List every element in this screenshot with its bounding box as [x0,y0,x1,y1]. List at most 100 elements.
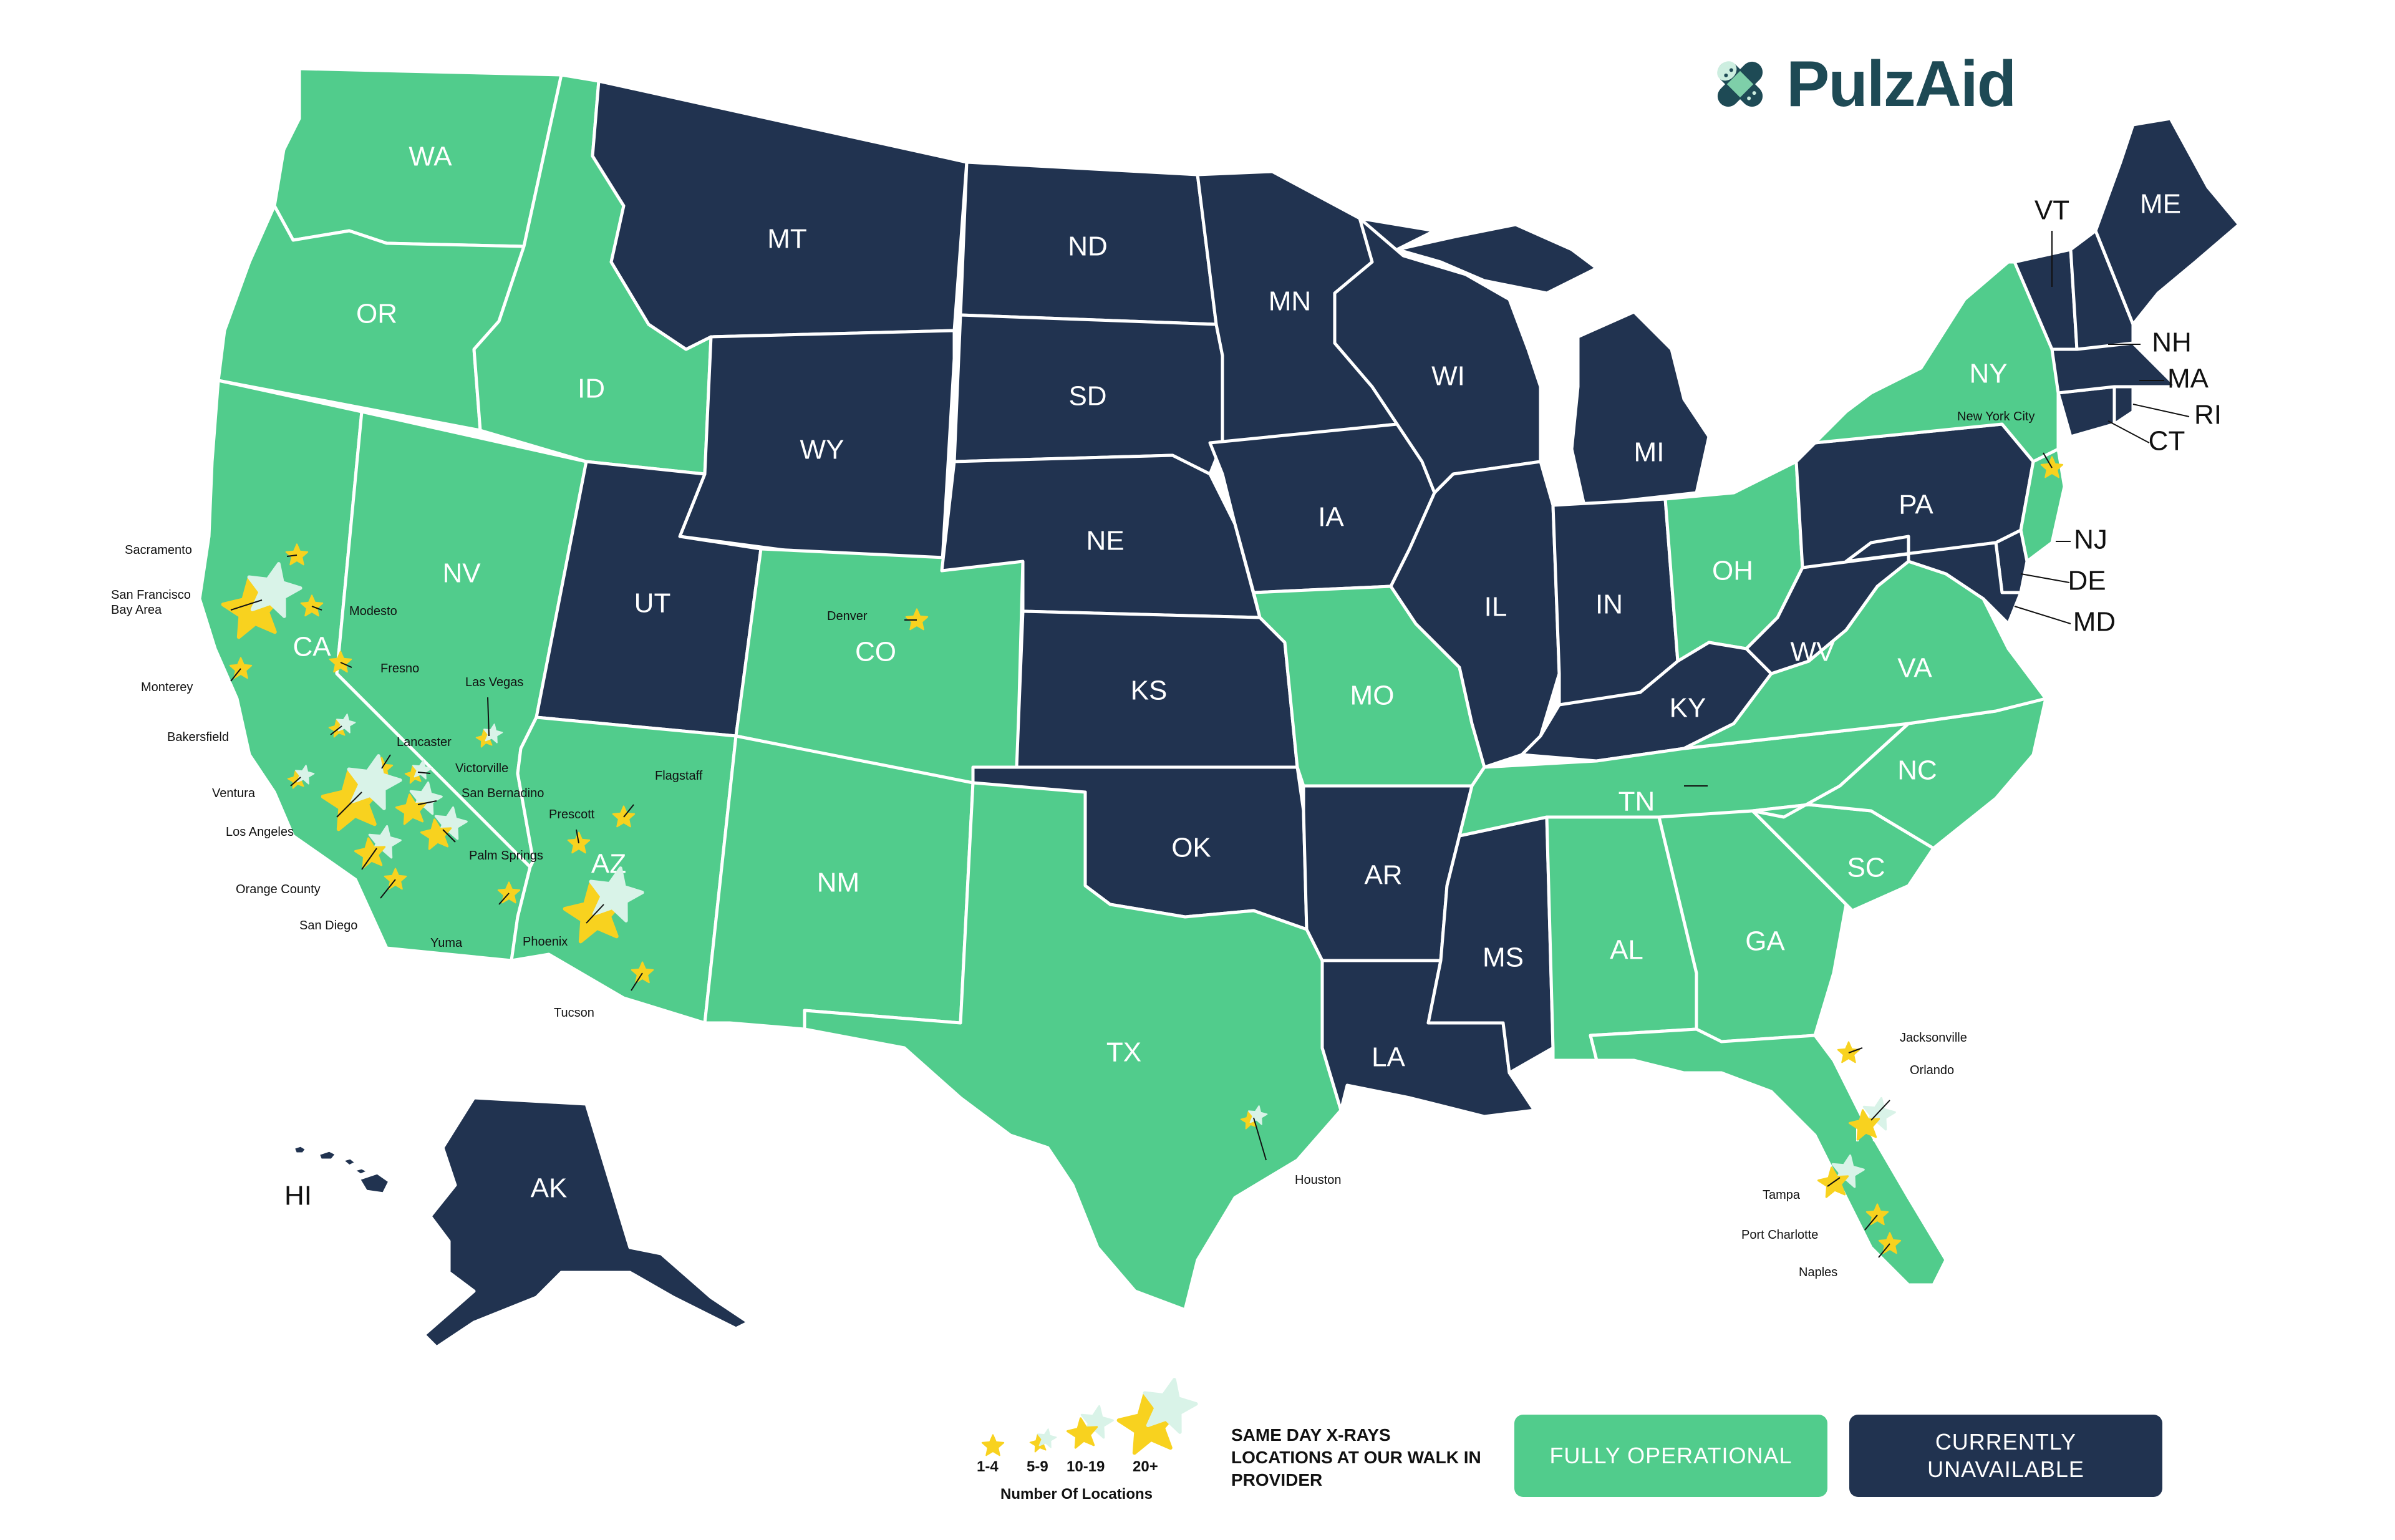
leader-line-modesto [311,606,322,611]
state-NH[interactable] [2069,229,2135,351]
city-label-san-bernadino: San Bernadino [462,787,544,800]
state-ME[interactable] [2094,117,2241,326]
currently-unavailable-button[interactable]: CURRENTLY UNAVAILABLE [1849,1415,2162,1497]
fully-operational-button[interactable]: FULLY OPERATIONAL [1514,1415,1827,1497]
city-labels: Sacramento San Francisco Bay Area Modesto Mo… [111,410,2053,1279]
leader-line-port-charlotte [1864,1214,1878,1231]
state-MD[interactable] [1844,535,2023,626]
state-HI[interactable] [291,1143,392,1196]
city-label-houston: Houston [1295,1173,1342,1187]
city-label-victorville: Victorville [455,762,508,775]
label-VT: VT [2035,195,2069,226]
label-AK: AK [531,1173,568,1204]
city-label-ventura: Ventura [212,787,256,800]
leader-line-san-francisco-bay-area [230,599,263,611]
state-TX[interactable] [803,781,1343,1312]
label-KY: KY [1670,693,1706,724]
leader-line-los-angeles [336,792,362,818]
label-MN: MN [1269,286,1311,317]
leader-line-bakersfield [330,725,342,735]
leader-line-jacksonville [1848,1047,1863,1053]
label-GA: GA [1745,926,1785,957]
label-PA: PA [1899,490,1933,520]
city-label-phoenix: Phoenix [523,935,568,949]
label-DE: DE [2068,566,2106,596]
label-CO: CO [855,637,896,667]
label-HI: HI [284,1181,312,1211]
state-FL[interactable] [1589,1027,1948,1287]
bandage-cross-icon [1709,53,1771,115]
city-label-modesto: Modesto [349,604,397,618]
city-label-naples: Naples [1799,1266,1837,1279]
state-CT[interactable] [2056,385,2116,438]
label-AL: AL [1610,935,1643,966]
label-OK: OK [1171,833,1211,863]
leader-line-orlando [1870,1100,1890,1121]
label-MS: MS [1483,942,1524,973]
city-label-jacksonville: Jacksonville [1900,1031,1967,1045]
city-label-san-francisco-bay-area: San Francisco Bay Area [111,588,191,617]
label-NH: NH [2152,327,2192,358]
state-NC[interactable] [1751,697,2048,850]
city-label-denver: Denver [827,609,868,623]
city-label-tampa: Tampa [1763,1188,1801,1202]
label-NE: NE [1086,526,1124,556]
label-IN: IN [1595,589,1623,620]
legend-tick-1-4: 1-4 [977,1458,999,1475]
city-label-tucson: Tucson [554,1006,594,1020]
label-IL: IL [1484,592,1507,622]
label-CA: CA [293,632,331,662]
state-IL[interactable] [1389,460,1561,769]
label-WA: WA [409,142,452,172]
leader-line-palm-springs [442,829,456,843]
state-AK[interactable] [422,1096,750,1349]
label-NJ: NJ [2074,525,2107,555]
state-MT[interactable] [591,79,969,351]
label-TN: TN [1618,787,1655,817]
leader-line-monterey [230,668,241,682]
leader-line-ventura [290,777,301,787]
state-MI[interactable] [1570,310,1711,507]
label-OH: OH [1712,556,1753,586]
label-VA: VA [1897,653,1932,684]
callout-leaders [1684,231,2190,787]
locations-legend: 1-4 5-9 10-19 20+ Number Of Locations [960,1378,1235,1509]
location-marker-jacksonville[interactable] [1837,1041,1860,1063]
label-OR: OR [356,299,397,329]
city-label-los-angeles: Los Angeles [226,825,294,839]
leader-line-las-vegas [487,697,490,737]
label-CT: CT [2149,426,2185,457]
label-TX: TX [1106,1037,1141,1068]
leader-line-tampa [1827,1177,1841,1187]
label-NY: NY [1969,359,2007,389]
leader-line-naples [1878,1243,1890,1258]
city-label-san-diego: San Diego [299,919,357,932]
city-label-lancaster: Lancaster [397,735,452,749]
leader-line-flagstaff [623,804,634,818]
state-RI[interactable] [2112,385,2135,426]
label-WY: WY [800,435,844,465]
city-label-prescott: Prescott [549,808,595,821]
label-AR: AR [1364,860,1402,891]
same-day-xray-note: SAME DAY X-RAYS LOCATIONS AT OUR WALK IN… [1231,1425,1481,1489]
label-UT: UT [634,588,671,619]
state-MI-up[interactable] [1395,223,1599,295]
label-SD: SD [1068,381,1106,412]
leader-line-new-york-city [2043,452,2053,468]
city-label-orlando: Orlando [1910,1063,1954,1077]
label-ID: ID [578,374,605,404]
city-label-monterey: Monterey [141,680,193,694]
legend-caption: Number Of Locations [1000,1486,1153,1503]
label-NM: NM [817,868,859,898]
leader-line-sacramento [286,554,298,557]
city-label-sacramento: Sacramento [125,543,192,557]
leader-line-victorville [417,772,431,774]
brand-name: PulzAid [1786,47,2016,120]
city-label-las-vegas: Las Vegas [465,676,523,689]
label-MD: MD [2073,607,2116,637]
city-label-palm-springs: Palm Springs [469,849,543,863]
leader-line-houston [1253,1117,1267,1161]
label-IA: IA [1318,502,1344,533]
label-RI: RI [2194,400,2222,430]
